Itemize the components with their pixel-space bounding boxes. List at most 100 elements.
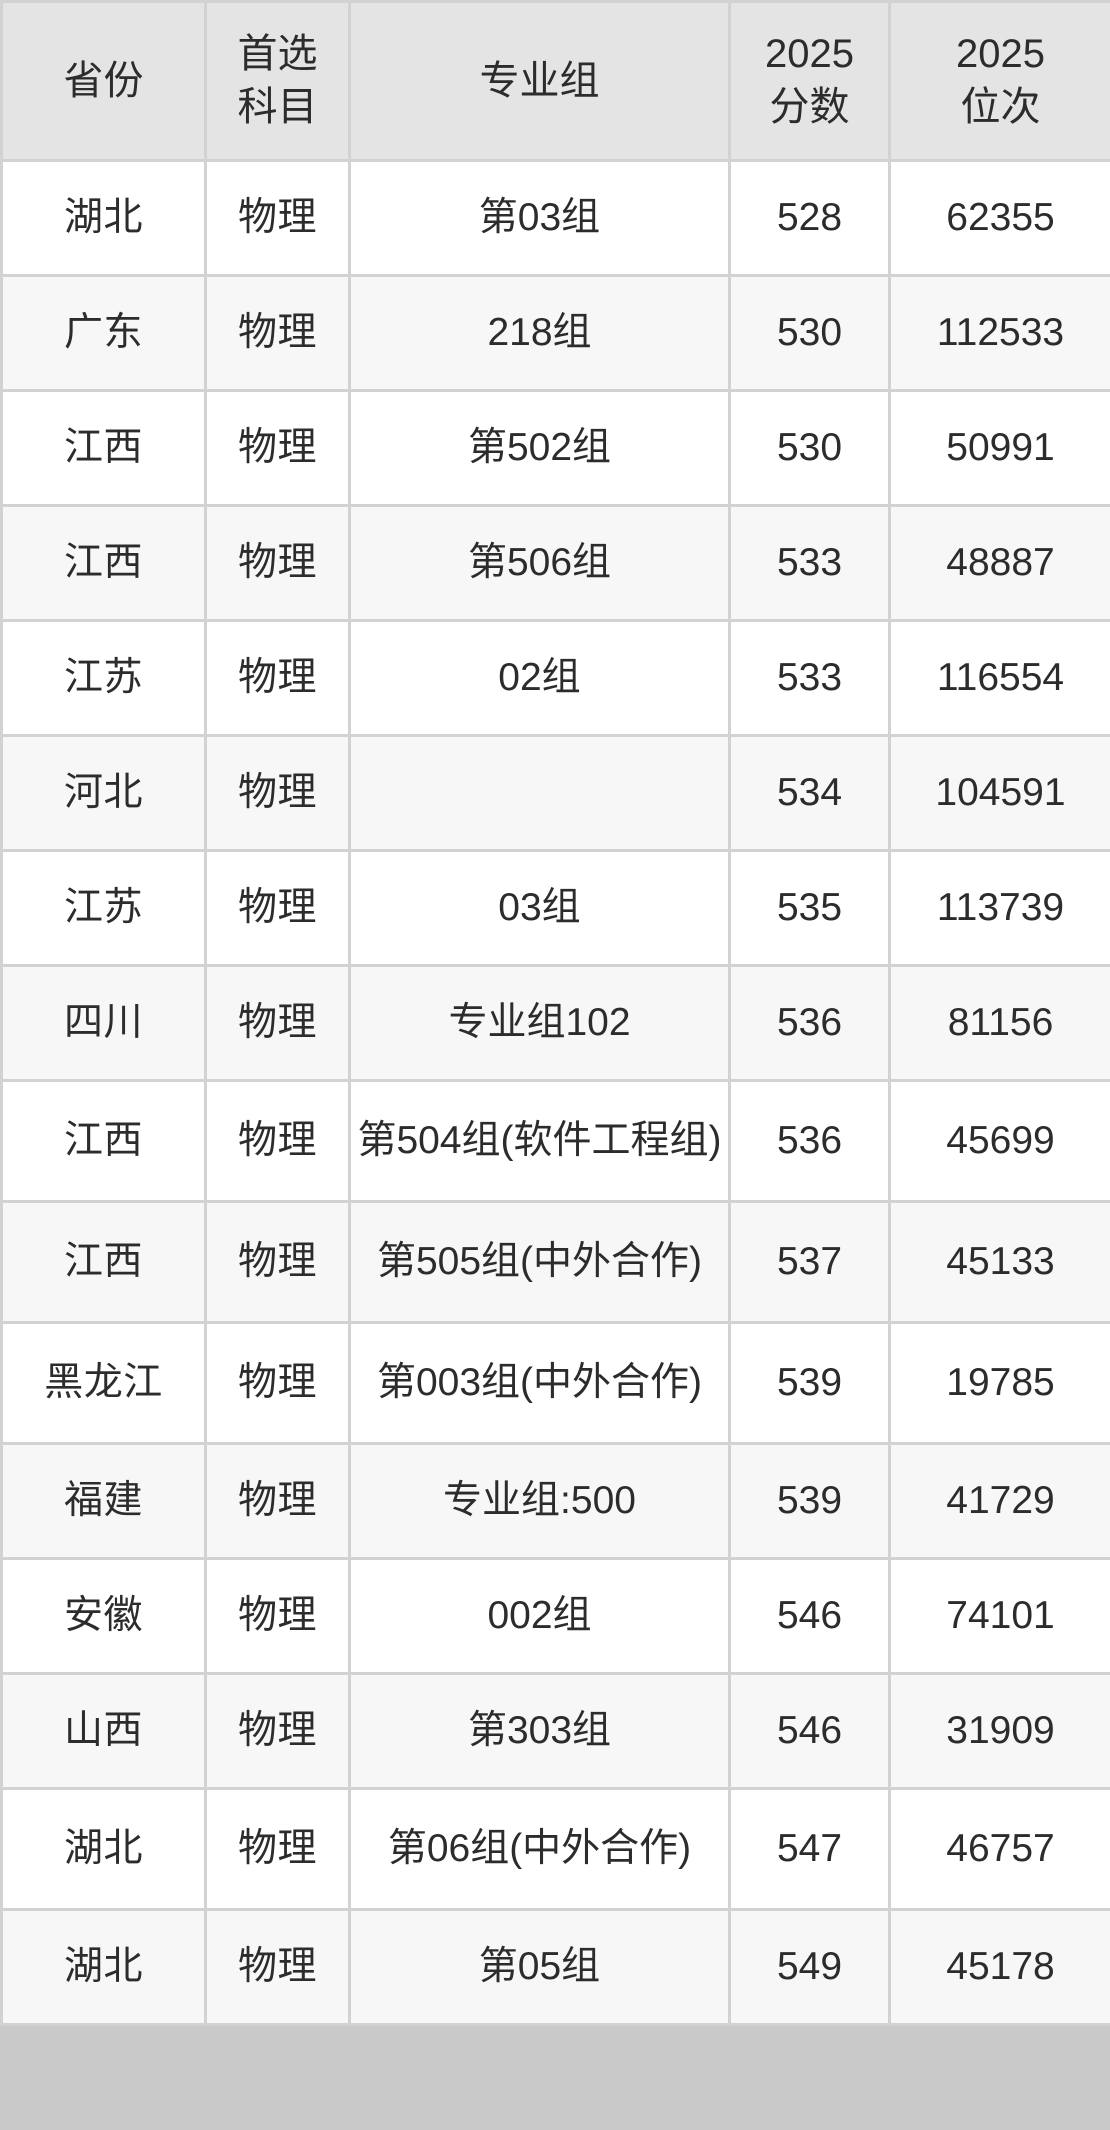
cell-province: 江苏 [0,849,207,967]
column-header-province-line-1: 省份 [63,58,144,103]
cell-score: 537 [728,1200,891,1324]
cell-group: 第06组(中外合作) [348,1787,731,1911]
cell-subject: 物理 [204,159,351,277]
column-header-subject-line-2: 科目 [237,85,318,129]
cell-rank: 46757 [888,1787,1110,1911]
cell-rank: 62355 [888,159,1110,277]
cell-score: 547 [728,1787,891,1911]
cell-subject: 物理 [204,734,351,852]
cell-rank: 74101 [888,1557,1110,1675]
cell-score: 546 [728,1557,891,1675]
cell-province: 湖北 [0,159,207,277]
cell-group: 第504组(软件工程组) [348,1079,731,1203]
column-header-score-line-2: 分数 [769,85,850,129]
table-body: 湖北 物理 第03组 528 62355 广东 物理 218组 530 112533 江西 物理 第50… [0,159,1110,2026]
cell-score: 546 [728,1672,891,1790]
cell-province: 湖北 [0,1908,207,2026]
cell-rank: 50991 [888,389,1110,507]
cell-province: 山西 [0,1672,207,1790]
cell-province: 安徽 [0,1557,207,1675]
cell-subject: 物理 [204,964,351,1082]
table-row[interactable]: 福建 物理 专业组:500 539 41729 [0,1442,1110,1560]
column-header-group: 专业组 [348,0,731,162]
cell-province: 湖北 [0,1787,207,1911]
cell-group: 第502组 [348,389,731,507]
table-row[interactable]: 江苏 物理 03组 535 113739 [0,849,1110,967]
cell-subject: 物理 [204,619,351,737]
cell-rank: 81156 [888,964,1110,1082]
cell-rank: 41729 [888,1442,1110,1560]
cell-rank: 31909 [888,1672,1110,1790]
cell-group: 专业组102 [348,964,731,1082]
cell-score: 533 [728,619,891,737]
cell-rank: 104591 [888,734,1110,852]
cell-group: 专业组:500 [348,1442,731,1560]
cell-group: 第03组 [348,159,731,277]
table-row[interactable]: 广东 物理 218组 530 112533 [0,274,1110,392]
column-header-score-line-1: 2025 [765,32,854,77]
cell-score: 549 [728,1908,891,2026]
column-header-subject: 首选 科目 [204,0,351,162]
cell-province: 江西 [0,1200,207,1324]
cell-subject: 物理 [204,1908,351,2026]
cell-subject: 物理 [204,504,351,622]
cell-score: 530 [728,389,891,507]
column-header-rank: 2025 位次 [888,0,1110,162]
cell-province: 江西 [0,504,207,622]
cell-subject: 物理 [204,1321,351,1445]
table-row[interactable]: 江西 物理 第506组 533 48887 [0,504,1110,622]
cell-group: 03组 [348,849,731,967]
table-row[interactable]: 湖北 物理 第06组(中外合作) 547 46757 [0,1787,1110,1911]
cell-score: 530 [728,274,891,392]
table-row[interactable]: 安徽 物理 002组 546 74101 [0,1557,1110,1675]
cell-group: 第303组 [348,1672,731,1790]
cell-group: 第505组(中外合作) [348,1200,731,1324]
admission-score-table: 省份 首选 科目 专业组 2025 分数 2025 位次 湖北 物理 第03组 528 623… [0,0,1110,2026]
cell-rank: 19785 [888,1321,1110,1445]
table-row[interactable]: 江苏 物理 02组 533 116554 [0,619,1110,737]
cell-rank: 116554 [888,619,1110,737]
table-header-row: 省份 首选科目 专业组 2025 分数 2025 位次 [0,0,1110,162]
cell-subject: 物理 [204,389,351,507]
cell-rank: 45178 [888,1908,1110,2026]
cell-rank: 48887 [888,504,1110,622]
cell-subject: 物理 [204,1442,351,1560]
cell-subject: 物理 [204,1079,351,1203]
table-row[interactable]: 山西 物理 第303组 546 31909 [0,1672,1110,1790]
table-row[interactable]: 黑龙江 物理 第003组(中外合作) 539 19785 [0,1321,1110,1445]
table-row[interactable]: 湖北 物理 第03组 528 62355 [0,159,1110,277]
cell-score: 539 [728,1321,891,1445]
cell-group [348,734,731,852]
cell-rank: 112533 [888,274,1110,392]
cell-subject: 物理 [204,1672,351,1790]
table-row[interactable]: 河北 物理 534 104591 [0,734,1110,852]
cell-subject: 物理 [204,849,351,967]
table-row[interactable]: 湖北 物理 第05组 549 45178 [0,1908,1110,2026]
cell-score: 536 [728,964,891,1082]
cell-group: 218组 [348,274,731,392]
cell-score: 539 [728,1442,891,1560]
cell-subject: 物理 [204,1200,351,1324]
table-row[interactable]: 江西 物理 第504组(软件工程组) 536 45699 [0,1079,1110,1203]
column-header-province: 省份 [0,0,207,162]
column-header-group-line-1: 专业组 [479,58,600,103]
cell-score: 534 [728,734,891,852]
table-row[interactable]: 江西 物理 第502组 530 50991 [0,389,1110,507]
table-header: 省份 首选科目 专业组 2025 分数 2025 位次 [0,0,1110,162]
cell-province: 江西 [0,1079,207,1203]
table-row[interactable]: 四川 物理 专业组102 536 81156 [0,964,1110,1082]
cell-score: 533 [728,504,891,622]
cell-group: 第05组 [348,1908,731,2026]
cell-group: 02组 [348,619,731,737]
column-header-rank-line-2: 位次 [960,85,1041,129]
cell-subject: 物理 [204,274,351,392]
cell-group: 002组 [348,1557,731,1675]
cell-subject: 物理 [204,1557,351,1675]
cell-province: 黑龙江 [0,1321,207,1445]
cell-rank: 45133 [888,1200,1110,1324]
table-row[interactable]: 江西 物理 第505组(中外合作) 537 45133 [0,1200,1110,1324]
cell-province: 河北 [0,734,207,852]
column-header-rank-line-1: 2025 [956,32,1045,77]
cell-score: 528 [728,159,891,277]
column-header-subject-line-1: 首选 [237,32,318,77]
